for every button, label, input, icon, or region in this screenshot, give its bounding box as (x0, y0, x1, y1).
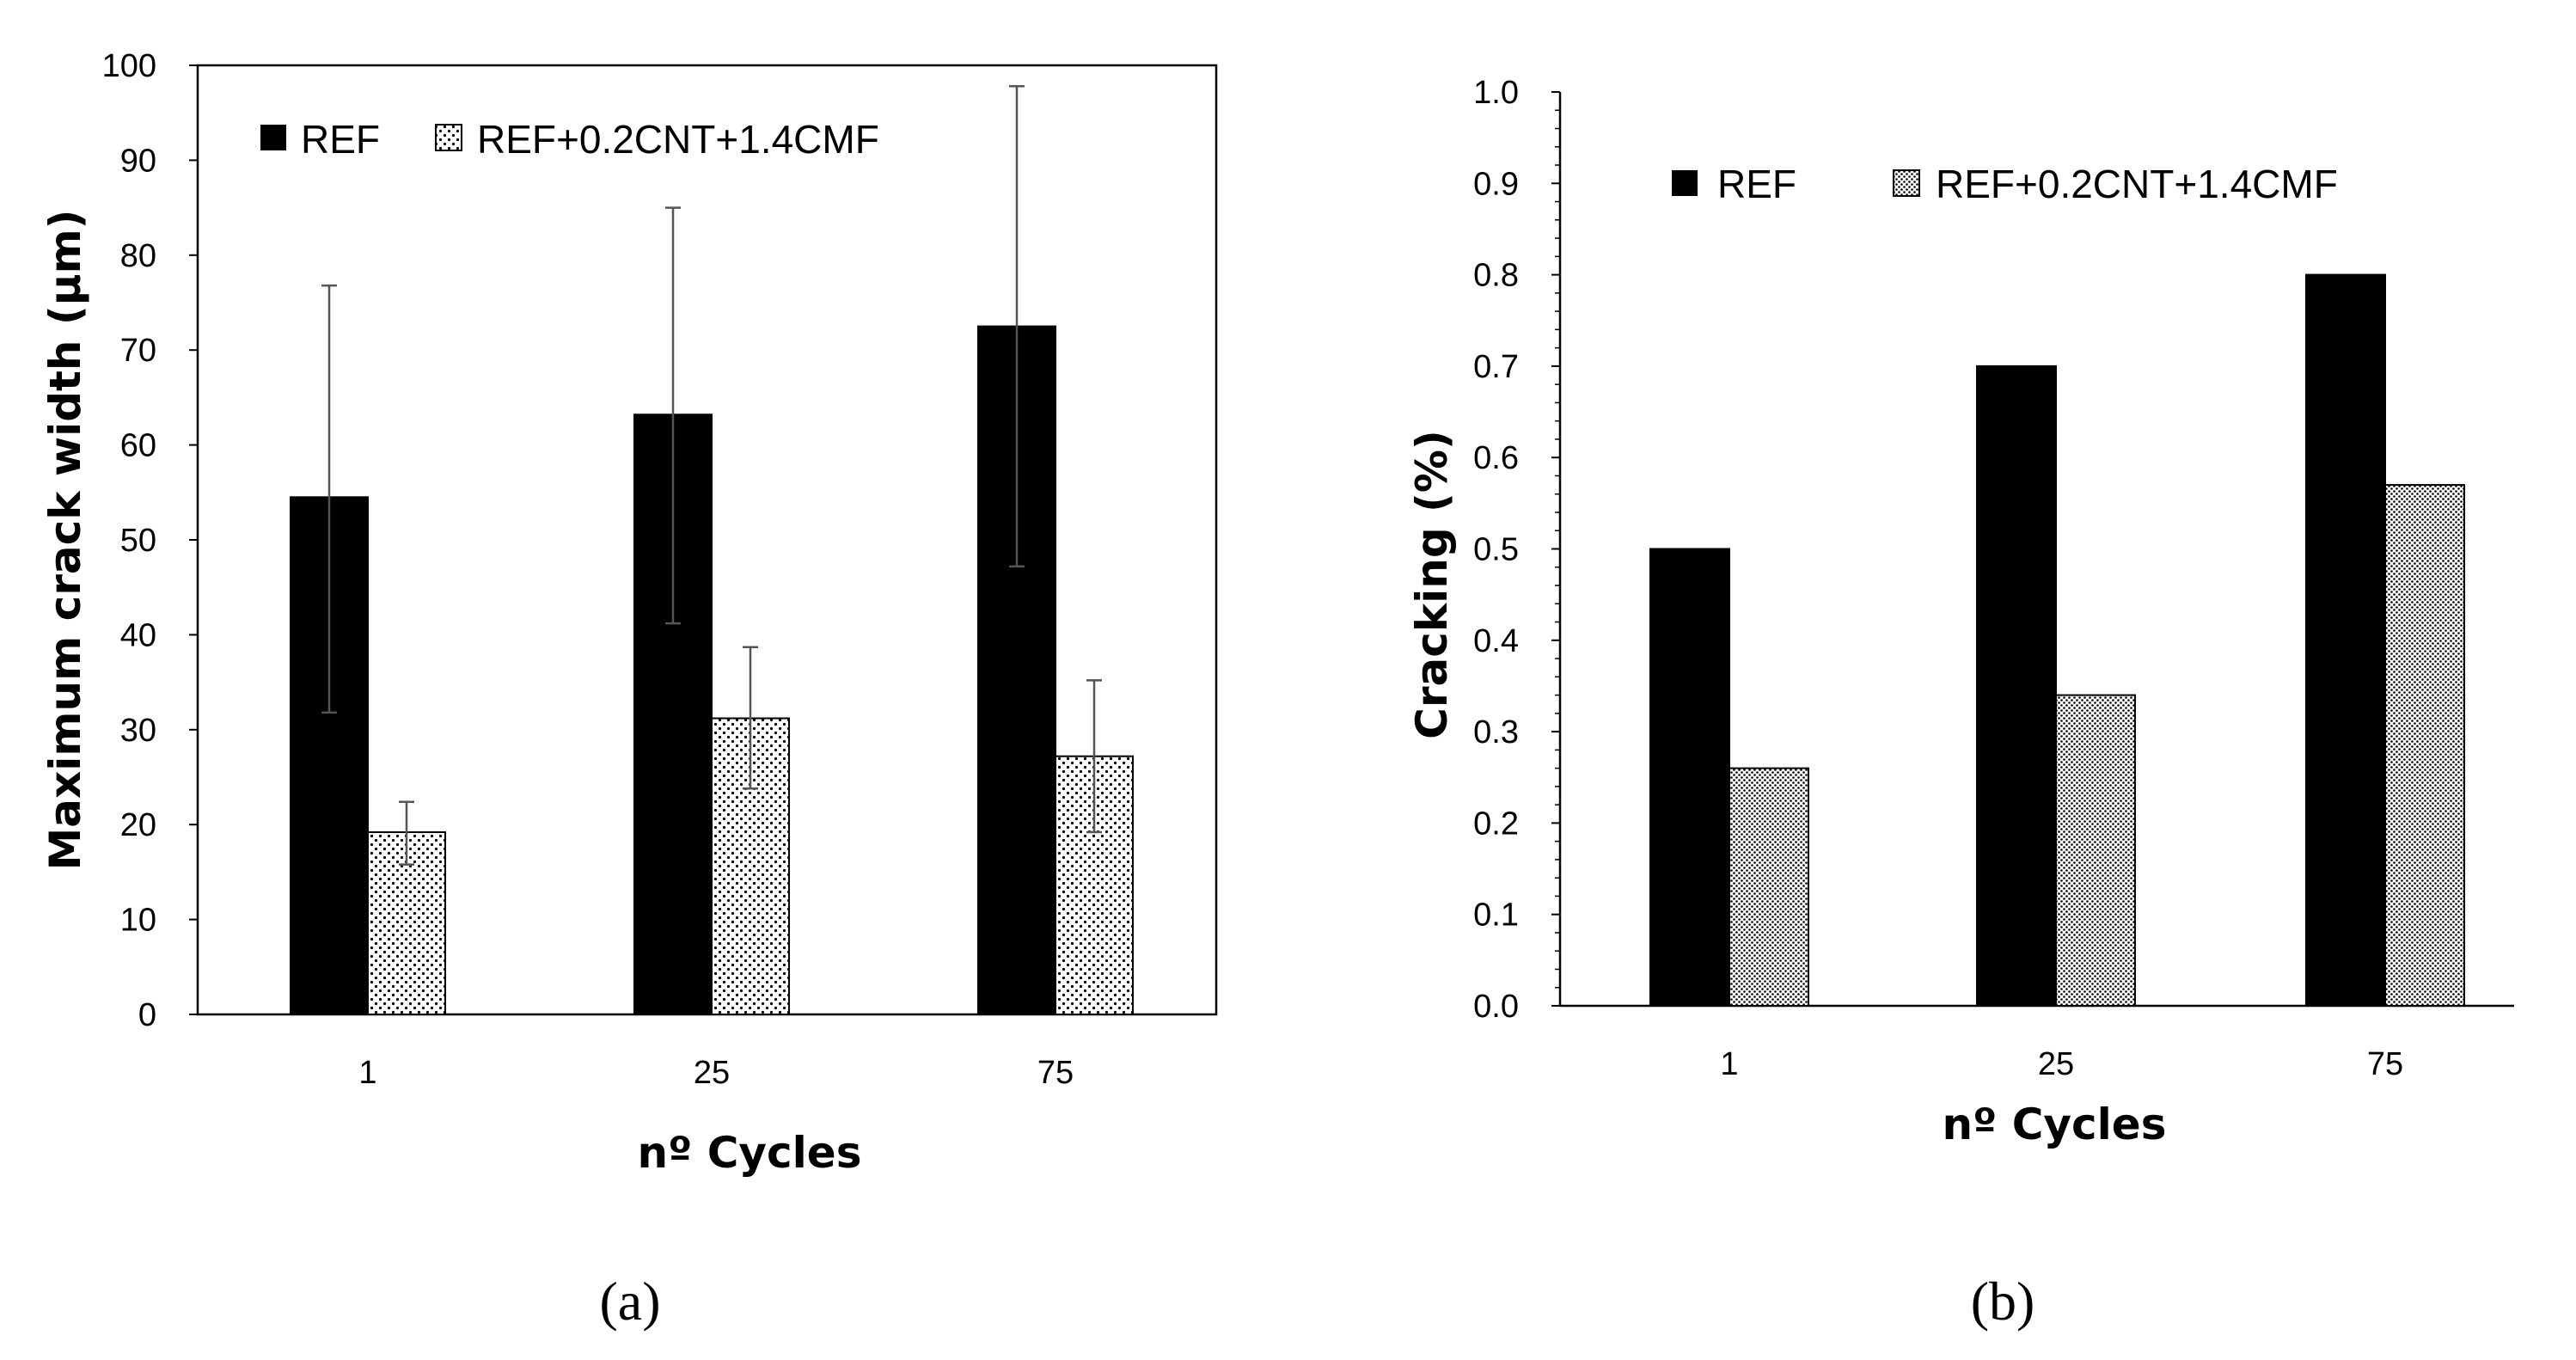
chart-b-x-axis-title: nº Cycles (1943, 1100, 2167, 1149)
chart-b-y-axis-title: Cracking (%) (1407, 430, 1457, 739)
x-tick-label: 75 (1037, 1055, 1074, 1091)
chart-b-legend-swatch-composite (1893, 169, 1920, 197)
chart-b-legend-label-ref: REF (1717, 162, 1796, 206)
y-tick-label: 0.5 (1473, 532, 1519, 568)
y-tick-label: 1.0 (1473, 75, 1519, 111)
y-tick-label: 70 (120, 333, 156, 369)
bar-composite-1 (1729, 767, 1809, 1007)
chart-b-panel-label: (b) (1971, 1271, 2035, 1332)
bar-ref-25 (1976, 365, 2057, 1007)
chart-a-legend-label-composite: REF+0.2CNT+1.4CMF (477, 117, 879, 162)
y-tick-label: 0.9 (1473, 166, 1519, 202)
chart-a-legend-swatch-composite (435, 124, 462, 151)
bar-composite-25 (2055, 694, 2136, 1008)
y-tick-label: 10 (120, 903, 156, 939)
y-tick-label: 0 (138, 997, 156, 1033)
y-tick-label: 0.6 (1473, 440, 1519, 476)
y-tick-label: 0.1 (1473, 897, 1519, 934)
y-tick-label: 40 (120, 617, 156, 653)
y-tick-label: 30 (120, 713, 156, 749)
chart-a: 0 10 20 30 40 50 60 70 80 90 100 1 25 75 REF REF+0.2… (40, 48, 1218, 1332)
chart-b-legend-swatch-ref (1672, 170, 1698, 196)
y-tick-label: 80 (120, 238, 156, 274)
y-tick-label: 0.7 (1473, 349, 1519, 385)
y-tick-label: 20 (120, 807, 156, 843)
bar-ref-1 (1649, 548, 1730, 1007)
y-tick-label: 0.2 (1473, 806, 1519, 842)
x-tick-label: 75 (2367, 1046, 2403, 1082)
chart-a-x-axis-title: nº Cycles (638, 1128, 862, 1178)
x-tick-label: 1 (358, 1055, 376, 1091)
x-tick-label: 25 (694, 1055, 730, 1091)
y-tick-label: 90 (120, 143, 156, 179)
y-tick-label: 0.4 (1473, 623, 1519, 659)
y-tick-label: 0.3 (1473, 714, 1519, 750)
y-tick-label: 0.0 (1473, 989, 1519, 1025)
x-tick-label: 1 (1720, 1046, 1738, 1082)
bar-ref-75 (2305, 273, 2386, 1008)
chart-a-panel-label: (a) (599, 1271, 660, 1332)
chart-a-y-axis-title: Maximum crack width (µm) (40, 209, 90, 870)
y-tick-label: 100 (102, 48, 156, 84)
chart-a-legend-label-ref: REF (301, 117, 380, 162)
chart-a-legend-swatch-ref (260, 125, 286, 150)
bar-composite-75 (2384, 484, 2465, 1007)
chart-b: 0.00.10.20.30.40.50.60.70.80.91.0 1 25 75 … (1407, 75, 2514, 1332)
chart-b-legend-label-composite: REF+0.2CNT+1.4CMF (1936, 162, 2338, 206)
y-tick-label: 0.8 (1473, 258, 1519, 294)
y-tick-label: 60 (120, 428, 156, 464)
y-tick-label: 50 (120, 523, 156, 559)
x-tick-label: 25 (2038, 1046, 2074, 1082)
